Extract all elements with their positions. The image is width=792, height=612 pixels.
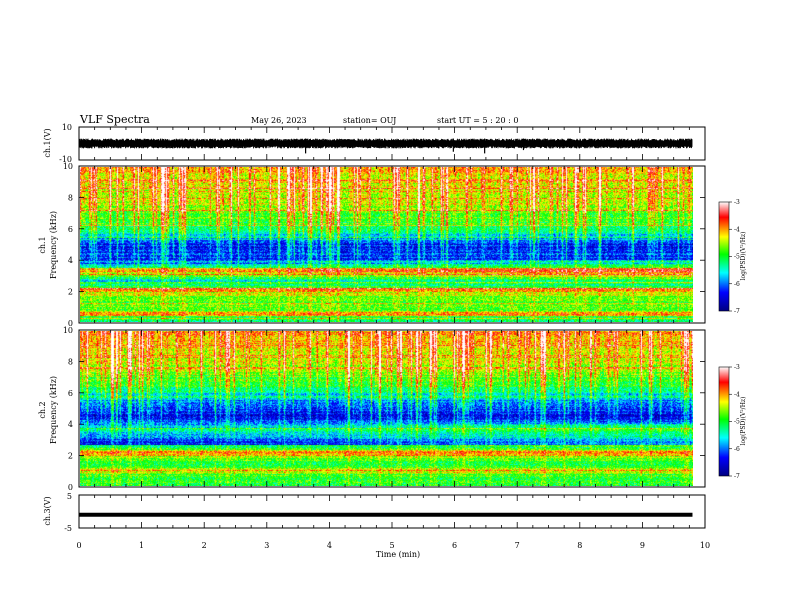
ch3-ytick-top: 5	[67, 492, 72, 501]
start-time-label: start UT = 5 : 20 : 0	[437, 116, 518, 125]
ch1-waveform-frame	[78, 126, 706, 161]
frequency-tick-label: 8	[68, 357, 73, 366]
ch2-colorbar-gradient	[718, 366, 730, 477]
frequency-tick-label: 0	[68, 483, 73, 492]
station-label: station= OUJ	[343, 116, 396, 125]
colorbar-tick-label: -5	[734, 419, 740, 426]
time-tick-label: 1	[139, 541, 144, 550]
ch3-waveform-ylabel: ch.3(V)	[43, 496, 52, 525]
ch3-waveform-ticks	[78, 495, 706, 528]
colorbar-tick-label: -4	[734, 391, 740, 398]
ch2-spectrogram-panel: 0 2 4 6 8 10 ch.2 Frequency (kHz)	[38, 326, 706, 492]
figure-title: VLF Spectra	[79, 113, 150, 126]
colorbar-tick-label: -3	[734, 199, 740, 206]
ch2-spectrogram-frame	[78, 329, 706, 488]
ch2-spectrogram-image-holder	[80, 331, 693, 486]
ch1-waveform-panel: 10 -10 ch.1(V)	[43, 123, 706, 164]
ch2-spectrogram-ticks	[78, 329, 706, 488]
frequency-tick-label: 4	[68, 256, 73, 265]
ch1-waveform-trace	[78, 138, 693, 154]
ch2-spectrogram-ylabel-frequency: Frequency (kHz)	[49, 376, 58, 444]
time-axis-label: Time (min)	[376, 550, 420, 559]
ch1-spectrogram-frame	[78, 165, 706, 324]
ch2-spectrogram-ytick-labels: 0 2 4 6 8 10	[63, 326, 73, 492]
frequency-tick-label: 6	[68, 389, 73, 398]
colorbar-tick-label: -6	[734, 281, 740, 288]
time-tick-label: 2	[202, 541, 207, 550]
ch1-colorbar-label: log(PSD)(V²/Hz)	[740, 232, 747, 281]
date-label: May 26, 2023	[251, 116, 307, 125]
time-tick-label: 7	[515, 541, 520, 550]
colorbar-tick-label: -3	[734, 364, 740, 371]
frequency-tick-label: 10	[63, 162, 73, 171]
frequency-tick-label: 4	[68, 420, 73, 429]
frequency-tick-label: 6	[68, 225, 73, 234]
frequency-tick-label: 2	[68, 452, 73, 461]
ch3-waveform-panel: 5 -5 ch.3(V)	[43, 492, 706, 533]
ch1-ytick-top: 10	[62, 123, 72, 132]
ch3-ytick-bottom: -5	[64, 524, 72, 533]
time-tick-label: 10	[700, 541, 710, 550]
frequency-tick-label: 8	[68, 193, 73, 202]
frequency-tick-label: 0	[68, 319, 73, 328]
colorbar-tick-label: -4	[734, 226, 740, 233]
time-tick-label: 6	[452, 541, 457, 550]
ch1-waveform-ylabel: ch.1(V)	[43, 128, 52, 157]
ch1-spectrogram-image	[80, 167, 693, 322]
time-tick-label: 8	[577, 541, 582, 550]
colorbar-tick-label: -7	[734, 473, 740, 480]
frequency-tick-label: 2	[68, 288, 73, 297]
frequency-tick-label: 10	[63, 326, 73, 335]
ch2-colorbar-label: log(PSD)(V²/Hz)	[740, 397, 747, 446]
ch3-waveform-frame	[78, 494, 706, 529]
colorbar-tick-label: -7	[734, 308, 740, 315]
time-tick-label: 4	[327, 541, 332, 550]
ch1-colorbar: -3 -4 -5 -6 -7 log(PSD)(V²/Hz)	[718, 199, 747, 315]
ch2-spectrogram-image	[80, 331, 693, 486]
ch2-colorbar: -3 -4 -5 -6 -7 log(PSD)(V²/Hz)	[718, 364, 747, 480]
time-tick-label: 5	[389, 541, 394, 550]
time-tick-label: 0	[76, 541, 81, 550]
time-tick-label: 9	[640, 541, 645, 550]
ch1-colorbar-gradient	[718, 201, 730, 312]
colorbar-tick-label: -5	[734, 254, 740, 261]
ch2-colorbar-ticks: -3 -4 -5 -6 -7	[729, 364, 740, 480]
ch1-waveform-line	[78, 138, 693, 149]
ch1-spectrogram-ylabel-frequency: Frequency (kHz)	[49, 211, 58, 279]
ch1-colorbar-ticks: -3 -4 -5 -6 -7	[729, 199, 740, 315]
time-tick-label: 3	[264, 541, 269, 550]
ch1-spectrogram-ylabel-channel: ch.1	[38, 236, 47, 253]
ch1-spectrogram-image-holder	[80, 167, 693, 322]
ch2-spectrogram-ylabel-channel: ch.2	[38, 401, 47, 418]
ch1-ytick-bottom: -10	[59, 155, 72, 164]
colorbar-tick-label: -6	[734, 446, 740, 453]
time-axis-tick-labels: 0 1 2 3 4 5 6 7 8 9 10	[76, 541, 710, 550]
ch1-spectrogram-ytick-labels: 0 2 4 6 8 10	[63, 162, 73, 328]
ch1-spectrogram-panel: 0 2 4 6 8 10 ch.1 Frequency (kHz)	[38, 162, 706, 328]
